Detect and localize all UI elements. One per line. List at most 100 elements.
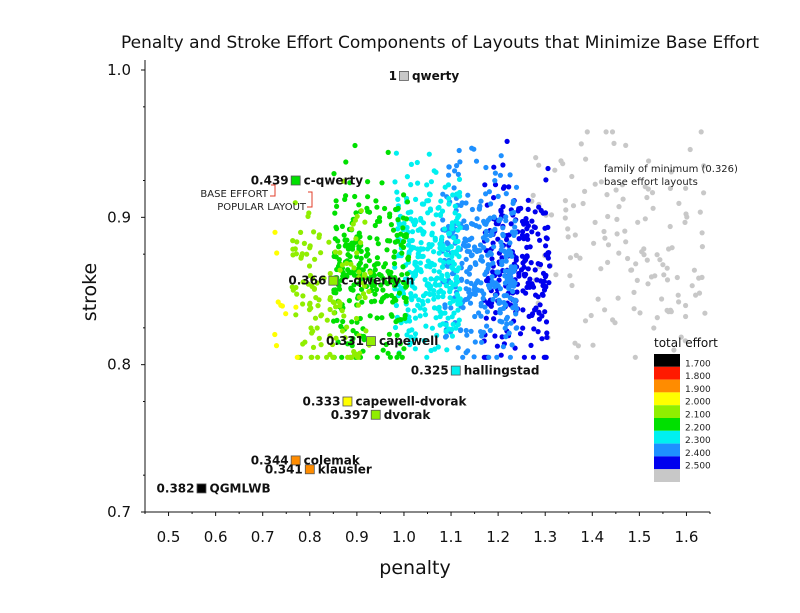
effort-point — [453, 249, 459, 255]
effort-point — [329, 341, 336, 348]
effort-point — [495, 193, 501, 199]
effort-point — [349, 319, 355, 325]
popular-layout-leader — [307, 191, 313, 208]
x-tick-label: 1.5 — [627, 528, 651, 546]
effort-point — [489, 256, 495, 262]
effort-point — [431, 292, 437, 298]
effort-point — [525, 206, 531, 212]
effort-point — [345, 341, 351, 347]
layout-marker — [399, 70, 409, 81]
effort-point — [392, 275, 398, 281]
effort-point — [446, 259, 452, 265]
named-layouts: 1 qwerty 0.439 c-qwerty 0.366 c-qwerty-n 0.331… — [157, 69, 540, 496]
layout-qwerty: 1 qwerty — [389, 69, 460, 83]
effort-point — [306, 307, 313, 313]
effort-point — [503, 316, 509, 322]
effort-point — [512, 280, 518, 286]
effort-point — [453, 218, 459, 224]
effort-point — [333, 224, 339, 230]
effort-point — [609, 129, 616, 135]
effort-point — [342, 335, 348, 341]
effort-point — [455, 321, 461, 328]
effort-point — [392, 249, 398, 255]
effort-point — [537, 261, 544, 268]
x-tick-label: 0.7 — [251, 528, 275, 546]
effort-point — [457, 300, 463, 306]
effort-point — [494, 354, 500, 360]
legend-swatch — [654, 443, 680, 457]
effort-point — [456, 147, 462, 154]
effort-point — [696, 290, 703, 296]
effort-point — [449, 226, 455, 232]
effort-point — [294, 239, 300, 245]
effort-point-cloud — [272, 129, 708, 360]
effort-point — [436, 250, 442, 256]
effort-point — [365, 251, 371, 257]
effort-point — [464, 279, 470, 285]
effort-point — [344, 273, 350, 280]
effort-point — [403, 234, 409, 240]
effort-point — [431, 268, 437, 274]
effort-point — [642, 216, 648, 222]
effort-point — [346, 298, 352, 304]
effort-point — [374, 354, 380, 360]
effort-point — [308, 354, 314, 360]
effort-point — [351, 265, 357, 271]
effort-point — [491, 214, 497, 220]
effort-point — [439, 310, 445, 316]
effort-point — [442, 334, 449, 340]
effort-point — [289, 284, 295, 290]
y-axis-title: stroke — [79, 263, 101, 321]
effort-point — [590, 342, 596, 348]
effort-point — [493, 292, 499, 298]
effort-point — [346, 269, 352, 275]
effort-point — [336, 257, 342, 263]
effort-point — [341, 313, 347, 319]
effort-point — [333, 304, 339, 310]
effort-point — [448, 305, 454, 311]
effort-point — [301, 240, 307, 246]
effort-point — [682, 338, 688, 344]
effort-point — [431, 262, 437, 268]
effort-point — [544, 330, 550, 336]
effort-point — [327, 270, 333, 277]
effort-point — [619, 182, 626, 188]
effort-point — [511, 209, 517, 216]
effort-point — [540, 210, 546, 216]
effort-point — [487, 250, 493, 256]
effort-point — [455, 238, 461, 244]
effort-point — [562, 215, 568, 221]
effort-point — [580, 200, 586, 207]
effort-point — [454, 274, 460, 280]
effort-point — [420, 253, 426, 259]
effort-point — [512, 224, 518, 230]
effort-point — [312, 315, 319, 321]
effort-point — [395, 278, 402, 284]
effort-point — [524, 284, 530, 290]
effort-point — [388, 292, 394, 299]
effort-point — [499, 262, 505, 268]
effort-point — [468, 253, 474, 259]
effort-point — [535, 329, 541, 335]
effort-point — [365, 194, 371, 200]
effort-point — [699, 230, 705, 236]
effort-point — [298, 255, 304, 261]
layout-value: 0.331 — [326, 334, 364, 348]
effort-point — [523, 257, 529, 263]
effort-point — [327, 306, 333, 313]
legend: total effort 1.700 1.800 1.900 2.000 2.100 2.… — [654, 336, 718, 482]
layout-name: dvorak — [384, 408, 432, 422]
effort-point — [591, 240, 597, 246]
x-tick-label: 0.6 — [204, 528, 228, 546]
effort-point — [306, 263, 313, 269]
effort-point — [414, 159, 420, 166]
effort-point — [507, 354, 513, 360]
effort-point — [502, 280, 508, 286]
effort-point — [625, 255, 631, 262]
effort-point — [333, 198, 339, 204]
effort-point — [490, 269, 496, 275]
effort-point — [449, 271, 456, 277]
effort-point — [463, 286, 469, 292]
effort-point — [567, 273, 573, 279]
effort-point — [492, 333, 498, 339]
